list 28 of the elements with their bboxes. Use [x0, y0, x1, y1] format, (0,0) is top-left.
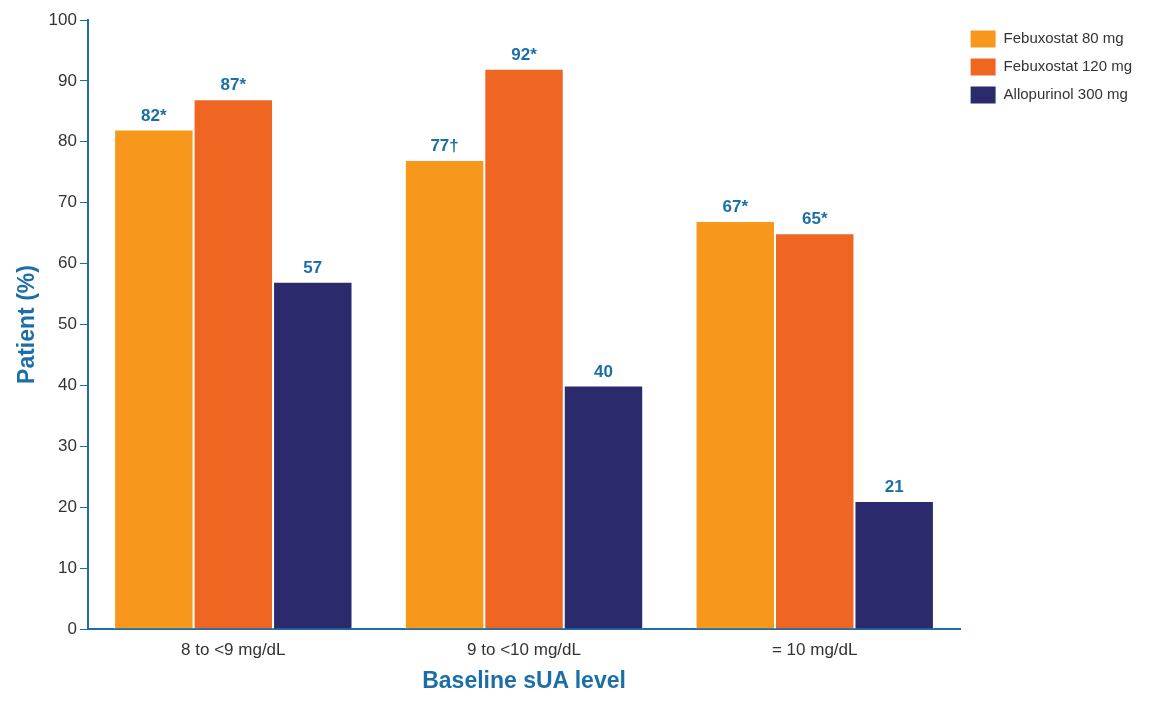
y-tick-label: 50	[58, 314, 77, 334]
x-tick-label: 9 to <10 mg/dL	[467, 639, 581, 659]
data-label: 65*	[801, 209, 828, 229]
data-label: 87*	[220, 75, 247, 95]
x-axis-title: Baseline sUA level	[422, 666, 626, 693]
y-tick-label: 0	[67, 618, 77, 638]
data-label: 92*	[511, 44, 538, 64]
y-tick-label: 40	[58, 375, 77, 395]
y-axis-title: Patient (%)	[13, 265, 40, 384]
data-label: 77†	[430, 136, 459, 156]
data-label: 40	[594, 361, 613, 381]
y-tick-label: 90	[58, 70, 77, 90]
data-label: 21	[884, 477, 904, 497]
y-tick-label: 30	[58, 435, 77, 455]
legend-label: Allopurinol 300 mg	[1003, 85, 1128, 103]
data-label: 82*	[141, 105, 167, 125]
y-tick-label: 80	[58, 131, 77, 151]
legend-label: Febuxostat 120 mg	[1003, 57, 1133, 75]
y-tick-label: 10	[58, 557, 77, 577]
x-tick-label: = 10 mg/dL	[771, 639, 858, 659]
y-tick-label: 60	[58, 253, 77, 273]
y-tick-label: 70	[58, 192, 77, 212]
y-tick-label: 20	[58, 496, 77, 516]
y-tick-label: 100	[48, 9, 77, 29]
legend-label: Febuxostat 80 mg	[1003, 29, 1124, 47]
data-label: 67*	[722, 197, 749, 217]
data-label: 57	[303, 258, 323, 278]
x-tick-label: 8 to <9 mg/dL	[181, 639, 286, 659]
